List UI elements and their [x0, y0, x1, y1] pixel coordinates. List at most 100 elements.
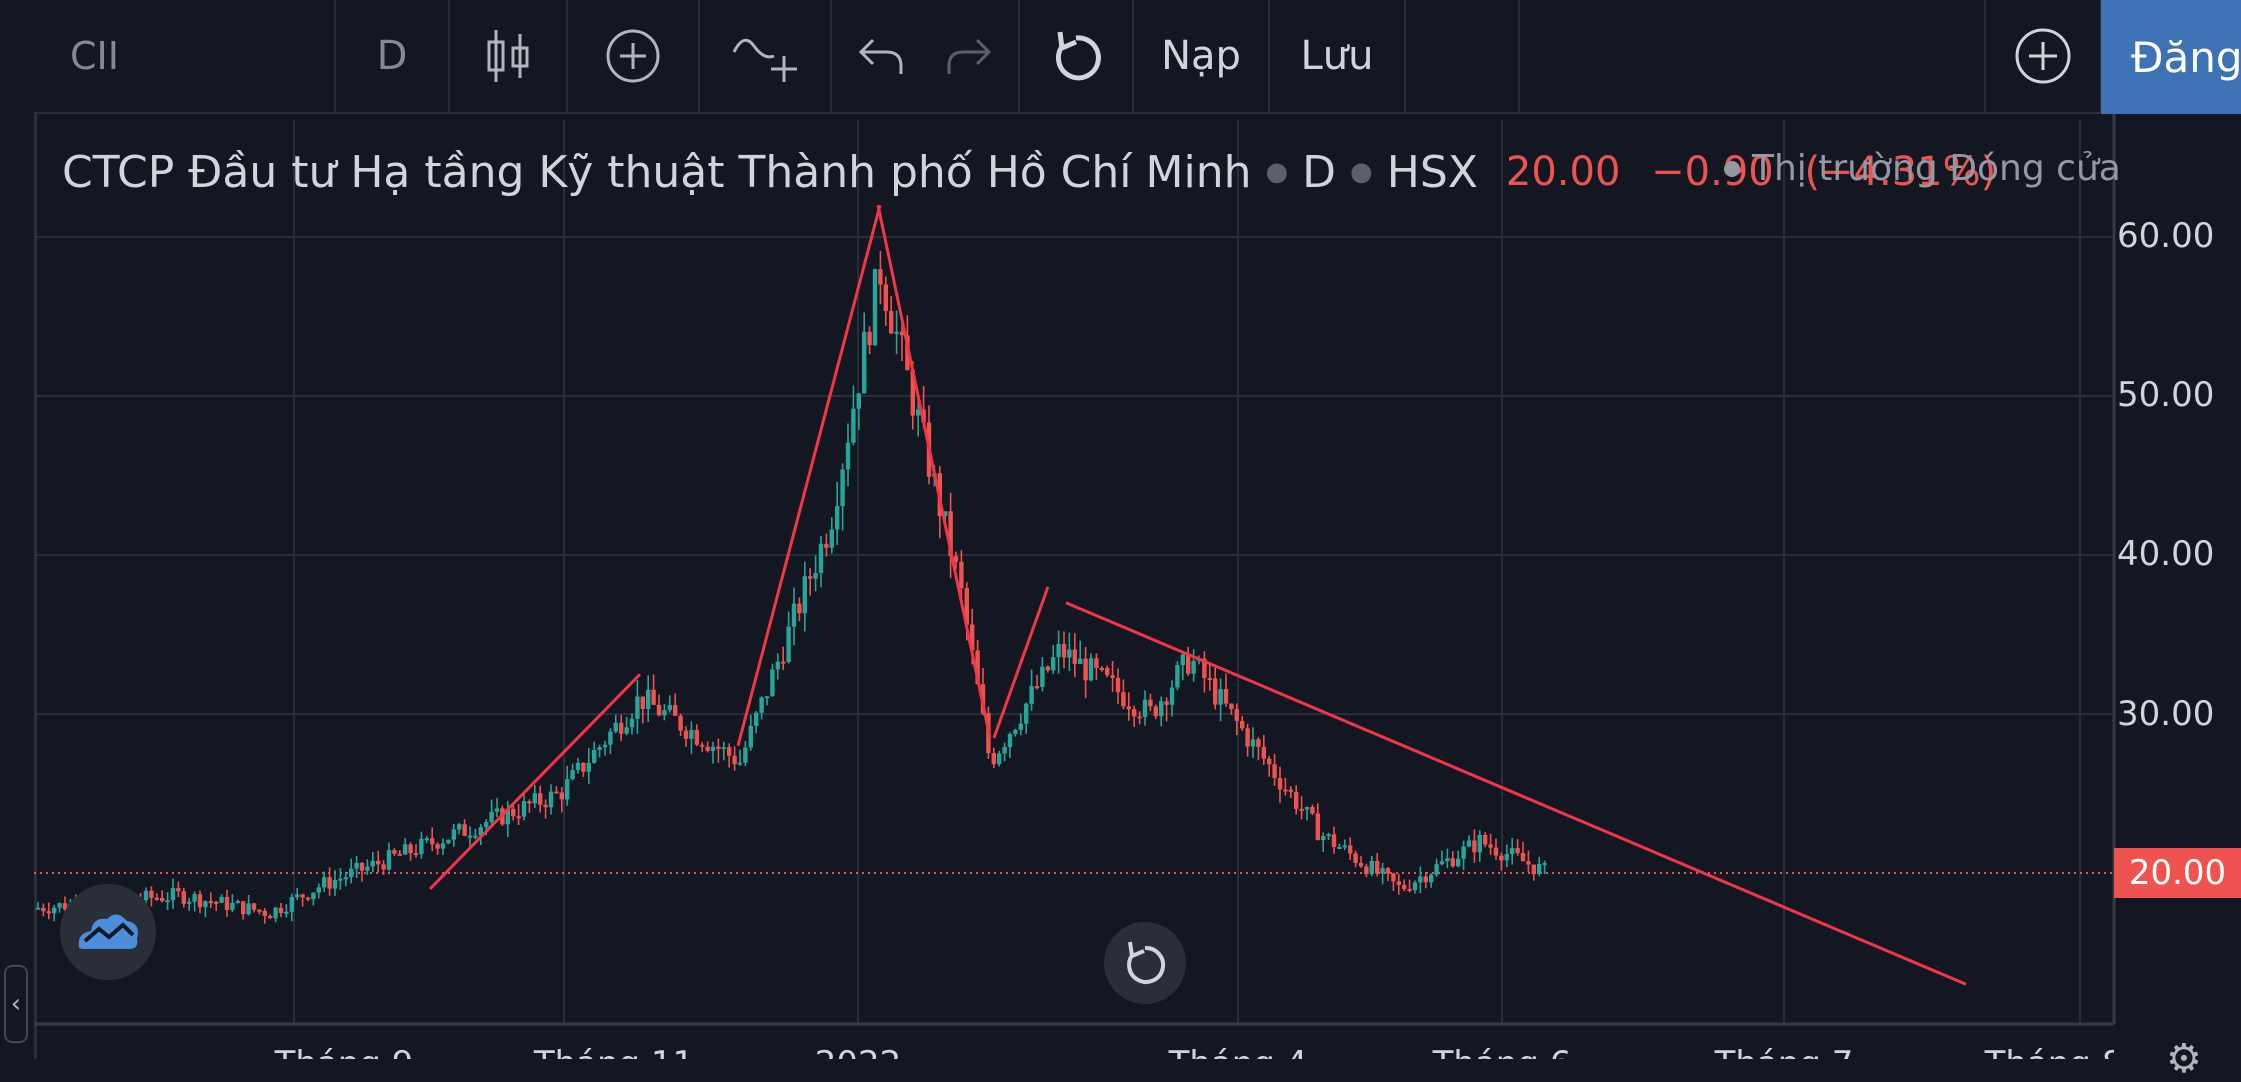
chart-style-button[interactable] [450, 0, 568, 112]
candle-up [1169, 680, 1175, 717]
candle-up [1040, 657, 1045, 692]
candle-down [1045, 665, 1050, 673]
load-button[interactable]: Nạp [1134, 0, 1270, 112]
candle-body [1331, 834, 1337, 848]
candle-body [381, 864, 386, 870]
time-axis-label: Tháng 6 [1433, 1044, 1572, 1059]
candle-up [635, 680, 640, 734]
candle-body [1499, 855, 1504, 861]
register-button[interactable]: Đăng [2101, 0, 2241, 114]
time-axis-label: Tháng 9 [275, 1044, 414, 1059]
candle-up [629, 713, 635, 735]
candle-up [354, 855, 359, 878]
candle-body [278, 907, 284, 914]
candle-body [1488, 844, 1493, 848]
interval-label: D [376, 33, 408, 79]
candle-down [1267, 755, 1272, 777]
candle-body [1477, 834, 1482, 853]
candle-up [322, 871, 327, 892]
candle-up [1477, 830, 1482, 862]
candle-down [1234, 703, 1239, 736]
candle-body [818, 543, 824, 573]
candle-up [737, 749, 743, 766]
candle-down [700, 742, 705, 752]
settings-gear-icon[interactable]: ⚙ [2166, 1036, 2202, 1082]
candle-body [770, 669, 775, 697]
compare-button[interactable] [568, 0, 700, 112]
candle-body [1213, 678, 1218, 705]
market-status-dot [1724, 160, 1740, 177]
candle-body [451, 829, 456, 840]
candle-body [1013, 729, 1018, 735]
candle-down [1348, 837, 1353, 860]
save-button[interactable]: Lưu [1270, 0, 1406, 112]
candle-down [1121, 679, 1126, 710]
candle-body [894, 331, 899, 334]
candle-body [1256, 739, 1261, 747]
candle-up [349, 858, 354, 884]
candle-up [386, 842, 392, 872]
collapse-panel-handle[interactable]: ‹ [4, 965, 28, 1043]
candle-up [1218, 678, 1223, 722]
candle-body [1126, 706, 1131, 710]
market-status[interactable]: Thị trường Đóng cửa [1724, 148, 2121, 189]
legend-interval: D [1302, 146, 1337, 198]
candle-down [392, 848, 397, 857]
candle-down [1358, 855, 1364, 868]
candle-body [1537, 864, 1542, 875]
candle-body [1018, 723, 1023, 730]
candle-body [867, 331, 872, 346]
candle-up [187, 897, 192, 911]
undo-icon[interactable] [857, 34, 907, 78]
series-legend[interactable]: CTCP Đầu tư Hạ tầng Kỹ thuật Thành phố H… [62, 142, 2014, 202]
candle-down [559, 787, 564, 813]
candle-up [1542, 860, 1547, 875]
candle-body [743, 747, 748, 763]
candle-down [1202, 651, 1207, 693]
candle-up [754, 711, 759, 734]
candle-body [1294, 791, 1299, 809]
candle-body [1510, 848, 1515, 855]
candle-up [338, 868, 343, 890]
candle-up [365, 859, 370, 876]
candle-body [1272, 764, 1277, 778]
candle-body [197, 894, 203, 908]
time-axis[interactable]: Tháng 9 Tháng 11 2022 Tháng 4 Tháng 6 Th… [34, 1024, 2114, 1059]
candle-up [532, 784, 537, 808]
candle-body [608, 731, 613, 745]
candle-body [1277, 777, 1283, 790]
price-chart[interactable] [0, 0, 2241, 1059]
reset-view-button[interactable] [1104, 922, 1186, 1004]
redo-icon[interactable] [943, 34, 993, 78]
tradingview-logo[interactable] [60, 884, 156, 980]
candle-body [694, 729, 699, 745]
candle-up [894, 310, 899, 355]
candle-up [165, 892, 170, 911]
candle-body [1402, 885, 1407, 889]
price-axis-label: 40.00 [2117, 534, 2215, 574]
candle-up [316, 883, 321, 899]
candle-body [1267, 758, 1272, 765]
candle-body [1218, 689, 1223, 705]
candle-down [1105, 665, 1110, 678]
candle-body [824, 543, 829, 548]
candle-body [565, 779, 570, 800]
symbol-search-button[interactable]: CII [34, 0, 336, 112]
reset-chart-button[interactable] [1020, 0, 1134, 112]
candle-body [1418, 876, 1423, 883]
candle-up [624, 716, 629, 736]
candle-body [349, 868, 354, 878]
candle-body [781, 661, 786, 664]
interval-button[interactable]: D [336, 0, 450, 112]
candle-up [597, 744, 602, 758]
indicators-button[interactable] [700, 0, 832, 112]
candle-body [1180, 654, 1185, 666]
candle-up [608, 728, 613, 755]
candle-up [494, 797, 500, 818]
candle-down [1132, 705, 1137, 728]
candle-body [316, 887, 321, 893]
candle-body [365, 866, 370, 871]
candle-body [943, 511, 948, 517]
candle-body [1207, 678, 1212, 681]
candle-up [565, 766, 570, 806]
